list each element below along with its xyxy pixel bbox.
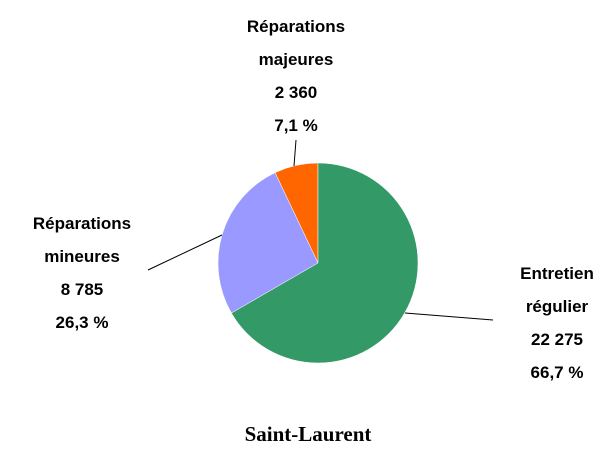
category-label: Entretien régulier (520, 264, 594, 316)
data-label: Entretien régulier 22 275 66,7 % (501, 257, 613, 389)
leader-line (293, 139, 297, 167)
data-label: Réparations mineures 8 785 26,3 % (7, 207, 157, 339)
value-label: 8 785 (60, 280, 104, 299)
pie-slice (231, 162, 419, 364)
value-label: 22 275 (531, 330, 583, 349)
category-label: Réparations mineures (32, 214, 132, 266)
chart-title: Saint-Laurent (244, 422, 372, 446)
percentage-label: 7,1 % (274, 116, 318, 135)
pie-slice (217, 172, 319, 314)
leader-line (404, 312, 494, 321)
category-label: Réparations majeures (246, 17, 346, 69)
data-label: Réparations majeures 2 360 7,1 % (221, 10, 371, 142)
value-label: 2 360 (274, 83, 318, 102)
percentage-label: 26,3 % (55, 313, 109, 332)
leader-line (147, 234, 223, 271)
percentage-label: 66,7 % (530, 363, 584, 382)
